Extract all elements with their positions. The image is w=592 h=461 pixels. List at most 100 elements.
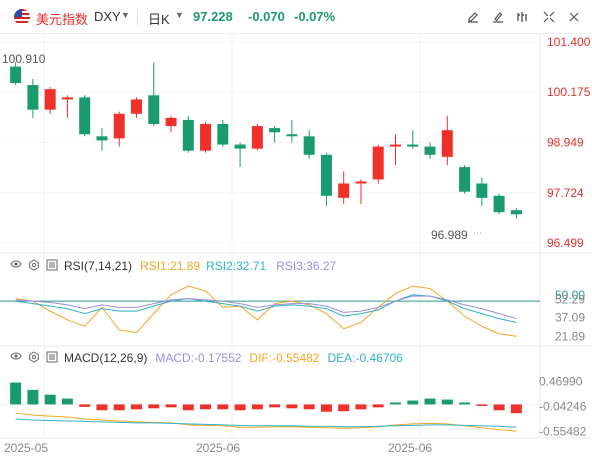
macd-bar <box>113 404 125 411</box>
dif-value: DIF:-0.55482 <box>249 351 320 365</box>
chart-toolbar: 美元指数 DXY ▼ 日K ▼ 97.228 -0.070 -0.07% <box>0 0 592 34</box>
rsi2-value: RSI2:32.71 <box>206 259 267 273</box>
candle-body <box>510 210 522 215</box>
macd-bar <box>217 404 229 410</box>
settings-icon[interactable] <box>28 351 42 365</box>
macd-bar <box>510 404 522 414</box>
macd-bar <box>493 404 505 411</box>
macd-bar <box>10 382 22 405</box>
settings-icon[interactable] <box>564 8 584 26</box>
candle-body <box>320 154 332 196</box>
price-tick-label: 101.400 <box>547 35 591 49</box>
rsi3-line <box>15 295 517 320</box>
low-price-label: 96.989 <box>431 228 468 242</box>
chevron-down-icon[interactable]: ▼ <box>175 10 184 20</box>
rsi-tick-label: 37.09 <box>555 310 585 324</box>
candle-body <box>303 136 315 155</box>
rsi-tick-label: 50.00 <box>555 288 585 302</box>
candle-body <box>493 195 505 213</box>
price-tick-label: 98.949 <box>547 136 584 150</box>
macd-bar <box>234 404 246 411</box>
candle-body <box>390 144 401 147</box>
macd-bar <box>338 404 350 412</box>
candle-body <box>182 119 194 151</box>
macd-value: MACD:-0.17552 <box>155 351 242 365</box>
last-price: 97.228 <box>193 9 233 24</box>
divider <box>137 9 138 25</box>
rsi-label: RSI(7,14,21) <box>64 259 133 273</box>
candle-body <box>44 89 56 110</box>
edit-icon[interactable] <box>463 8 483 26</box>
rsi3-value: RSI3:36.27 <box>276 259 337 273</box>
symbol-code[interactable]: DXY <box>94 9 121 24</box>
candle-body <box>269 128 281 133</box>
candle-body <box>424 146 436 155</box>
macd-bar <box>182 404 194 411</box>
rsi-tick-label: 21.89 <box>555 329 585 343</box>
candle-body <box>338 183 350 198</box>
indicator-icon[interactable] <box>512 8 532 26</box>
macd-bar <box>459 402 471 405</box>
macd-bar <box>372 404 384 408</box>
macd-tick-label: -0.55482 <box>539 424 587 438</box>
candle-body <box>200 124 212 151</box>
indicator-list-icon[interactable] <box>46 351 60 365</box>
macd-bar <box>27 389 39 405</box>
macd-bar <box>441 399 453 405</box>
macd-bar <box>355 404 367 410</box>
candle-body <box>61 97 73 100</box>
macd-bar <box>251 404 263 410</box>
candle-body <box>131 99 142 114</box>
symbol-name[interactable]: 美元指数 <box>36 12 89 27</box>
candle-body <box>372 146 384 180</box>
rsi1-value: RSI1:21.89 <box>140 259 201 273</box>
macd-tick-label: -0.04246 <box>539 399 587 413</box>
x-tick-label: 2025-06 <box>388 441 432 455</box>
macd-bar <box>476 404 488 406</box>
macd-bar <box>131 404 142 410</box>
macd-bar <box>44 394 56 405</box>
rsi1-line <box>15 285 517 337</box>
macd-bar <box>96 404 108 411</box>
candle-body <box>96 136 108 141</box>
price-tick-label: 96.499 <box>547 236 584 250</box>
macd-bar <box>148 404 160 409</box>
candle-body <box>113 113 125 139</box>
x-tick-label: 2025-05 <box>4 441 48 455</box>
candle-body <box>27 85 39 110</box>
x-tick-label: 2025-06 <box>196 441 240 455</box>
dea-value: DEA:-0.46706 <box>327 351 403 365</box>
settings-icon[interactable] <box>28 259 42 273</box>
rsi-tick-label: 52.29 <box>555 293 585 307</box>
candle-body <box>407 144 419 147</box>
macd-tick-label: 0.46990 <box>539 375 583 389</box>
dif-line <box>15 412 517 432</box>
us-flag-icon <box>14 9 30 25</box>
candle-body <box>476 183 488 198</box>
eye-icon[interactable] <box>10 259 24 273</box>
indicator-list-icon[interactable] <box>46 259 60 273</box>
macd-bar <box>407 400 419 405</box>
macd-bar <box>390 402 401 405</box>
macd-label: MACD(12,26,9) <box>64 351 148 365</box>
candle-body <box>251 126 263 149</box>
eye-icon[interactable] <box>10 351 24 365</box>
candle-body <box>79 97 91 135</box>
price-change-pct: -0.07% <box>294 9 336 24</box>
macd-bar <box>424 398 436 405</box>
high-price-label: 100.910 <box>2 52 46 66</box>
macd-bar <box>165 404 177 408</box>
draw-icon[interactable] <box>488 8 508 26</box>
price-tick-label: 100.175 <box>547 85 591 99</box>
candle-body <box>10 66 22 84</box>
price-tick-label: 97.724 <box>547 186 584 200</box>
candle-body <box>234 144 246 149</box>
fullscreen-icon[interactable] <box>539 8 559 26</box>
macd-bar <box>79 404 91 407</box>
macd-bar <box>303 404 315 410</box>
period-select[interactable]: 日K <box>148 12 170 27</box>
macd-bar <box>320 404 332 412</box>
chevron-down-icon[interactable]: ▼ <box>121 10 130 20</box>
price-change: -0.070 <box>248 9 285 24</box>
